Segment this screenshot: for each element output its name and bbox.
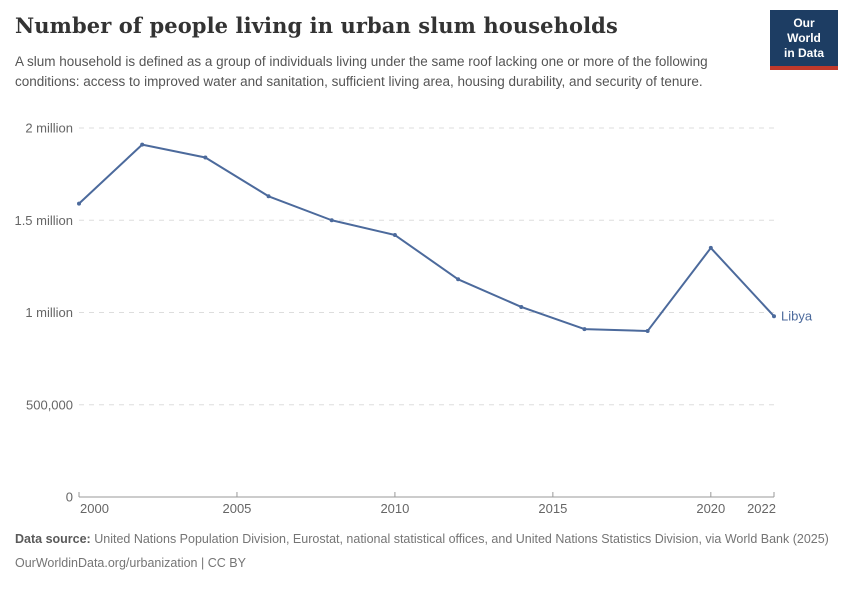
data-point (582, 327, 587, 332)
data-point (645, 328, 650, 333)
x-tick-label: 2000 (80, 501, 109, 516)
data-point (140, 142, 145, 147)
y-tick-label: 1.5 million (14, 213, 73, 228)
data-source-label: Data source: (15, 532, 91, 546)
data-point (392, 233, 397, 238)
y-tick-label: 2 million (25, 121, 73, 136)
license-text: | CC BY (197, 555, 246, 570)
data-point (203, 155, 208, 160)
data-source-text: United Nations Population Division, Euro… (94, 532, 829, 546)
x-tick-label: 2005 (222, 501, 251, 516)
chart-footer: Data source: United Nations Population D… (15, 531, 835, 572)
footer-link-line: OurWorldinData.org/urbanization | CC BY (15, 555, 835, 572)
owid-logo-line1: Our World (787, 16, 821, 45)
x-tick-label: 2010 (380, 501, 409, 516)
page-title: Number of people living in urban slum ho… (15, 13, 618, 38)
data-point (77, 201, 81, 206)
data-point (329, 218, 334, 223)
chart-subtitle: A slum household is defined as a group o… (15, 54, 708, 89)
y-tick-label: 0 (66, 490, 73, 505)
data-point (456, 277, 461, 282)
data-point (772, 314, 776, 319)
owid-logo[interactable]: Our World in Data (770, 10, 838, 70)
y-tick-label: 500,000 (26, 397, 73, 412)
data-point (708, 245, 713, 250)
series-label: Libya (781, 309, 813, 324)
data-point (266, 194, 271, 199)
x-tick-label: 2022 (747, 501, 776, 516)
data-point (519, 304, 524, 309)
owid-url-link[interactable]: OurWorldinData.org/urbanization (15, 555, 198, 570)
data-line (78, 143, 775, 332)
y-tick-label: 1 million (25, 305, 73, 320)
x-tick-label: 2020 (696, 501, 725, 516)
data-source-line: Data source: United Nations Population D… (15, 531, 835, 548)
owid-logo-line2: in Data (783, 46, 824, 60)
x-tick-label: 2015 (538, 501, 567, 516)
